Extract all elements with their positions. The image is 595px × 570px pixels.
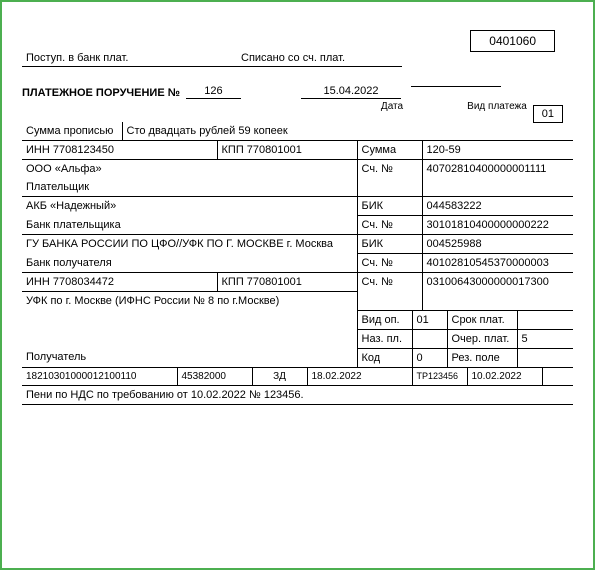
ocher-label: Очер. плат. (447, 329, 517, 348)
recv-bank-bik-label: БИК (357, 235, 422, 254)
ocher: 5 (517, 329, 573, 348)
recipient-name: УФК по г. Москве (ИФНС России № 8 по г.М… (22, 292, 357, 311)
status-code: 01 (533, 105, 563, 123)
payment-type (411, 85, 501, 87)
kod: 0 (412, 348, 447, 367)
doc-number: 126 (186, 85, 241, 99)
naz (412, 329, 447, 348)
srok (517, 311, 573, 330)
payment-purpose: Пени по НДС по требованию от 10.02.2022 … (22, 386, 573, 405)
sum-label: Сумма (357, 141, 422, 160)
recv-acc: 03100643000000017300 (422, 273, 573, 311)
payer-acc-label: Сч. № (357, 160, 422, 197)
tax-c5: ТР123456 (412, 368, 467, 386)
grid-table: Вид оп. 01 Срок плат. Наз. пл. Очер. пла… (22, 311, 573, 368)
naz-label: Наз. пл. (357, 329, 412, 348)
recv-kpp: 770801001 (247, 276, 302, 288)
form-code: 0401060 (470, 30, 555, 52)
payer-label: Плательщик (22, 178, 357, 197)
date-sublabel: Дата (342, 101, 442, 112)
tax-row-table: 18210301000012100110 45382000 ЗД 18.02.2… (22, 368, 573, 386)
spisano-label: Списано со сч. плат. (237, 50, 402, 67)
recipient-spacer (22, 311, 357, 349)
payer-bank-bik-label: БИК (357, 197, 422, 216)
recv-bank-name: ГУ БАНКА РОССИИ ПО ЦФО//УФК ПО Г. МОСКВЕ… (22, 235, 357, 254)
tax-c4: 18.02.2022 (307, 368, 412, 386)
payer-acc: 40702810400000001111 (422, 160, 573, 197)
recv-inn: 7708034472 (53, 276, 114, 288)
payer-kpp-label: КПП (222, 144, 244, 156)
tax-c6: 10.02.2022 (467, 368, 542, 386)
tax-c3: ЗД (252, 368, 307, 386)
sum-value: 120-59 (422, 141, 573, 160)
postup-label: Поступ. в банк плат. (22, 50, 237, 67)
payer-bank-bik: 044583222 (422, 197, 573, 216)
payer-bank-acc: 30101810400000000222 (422, 216, 573, 235)
payer-inn-cell: ИНН 7708123450 (22, 141, 217, 160)
payer-inn: 7708123450 (53, 144, 114, 156)
ptype-sublabel: Вид платежа (452, 101, 542, 112)
recv-inn-cell: ИНН 7708034472 (22, 273, 217, 292)
tax-c1: 18210301000012100110 (22, 368, 177, 386)
recv-bank-bik: 004525988 (422, 235, 573, 254)
vidop-label: Вид оп. (357, 311, 412, 330)
payer-bank-label: Банк плательщика (22, 216, 357, 235)
document-frame: 0401060 Поступ. в банк плат. Списано со … (0, 0, 595, 570)
tax-c2: 45382000 (177, 368, 252, 386)
main-table: Сумма прописью Сто двадцать рублей 59 ко… (22, 122, 573, 311)
recv-acc-label: Сч. № (357, 273, 422, 311)
header-row: Поступ. в банк плат. Списано со сч. плат… (22, 50, 573, 67)
recv-bank-label: Банк получателя (22, 254, 357, 273)
sum-words-label: Сумма прописью (22, 122, 122, 141)
recv-inn-label: ИНН (26, 276, 50, 288)
payer-bank-acc-label: Сч. № (357, 216, 422, 235)
tax-c7 (542, 368, 573, 386)
recv-kpp-cell: КПП 770801001 (217, 273, 357, 292)
rez-label: Рез. поле (447, 348, 517, 367)
payer-bank-name: АКБ «Надежный» (22, 197, 357, 216)
doc-title: ПЛАТЕЖНОЕ ПОРУЧЕНИЕ № (22, 85, 180, 99)
recipient-label: Получатель (22, 348, 357, 367)
payer-inn-label: ИНН (26, 144, 50, 156)
recv-bank-acc: 40102810545370000003 (422, 254, 573, 273)
rez (517, 348, 573, 367)
payer-name: ООО «Альфа» (22, 160, 357, 179)
payer-kpp: 770801001 (247, 144, 302, 156)
sub-labels: Дата Вид платежа (22, 101, 573, 112)
recv-bank-acc-label: Сч. № (357, 254, 422, 273)
kod-label: Код (357, 348, 412, 367)
recv-kpp-label: КПП (222, 276, 244, 288)
title-row: ПЛАТЕЖНОЕ ПОРУЧЕНИЕ № 126 15.04.2022 (22, 85, 573, 99)
srok-label: Срок плат. (447, 311, 517, 330)
sum-words-value: Сто двадцать рублей 59 копеек (122, 122, 573, 141)
payer-kpp-cell: КПП 770801001 (217, 141, 357, 160)
vidop: 01 (412, 311, 447, 330)
doc-date: 15.04.2022 (301, 85, 401, 99)
